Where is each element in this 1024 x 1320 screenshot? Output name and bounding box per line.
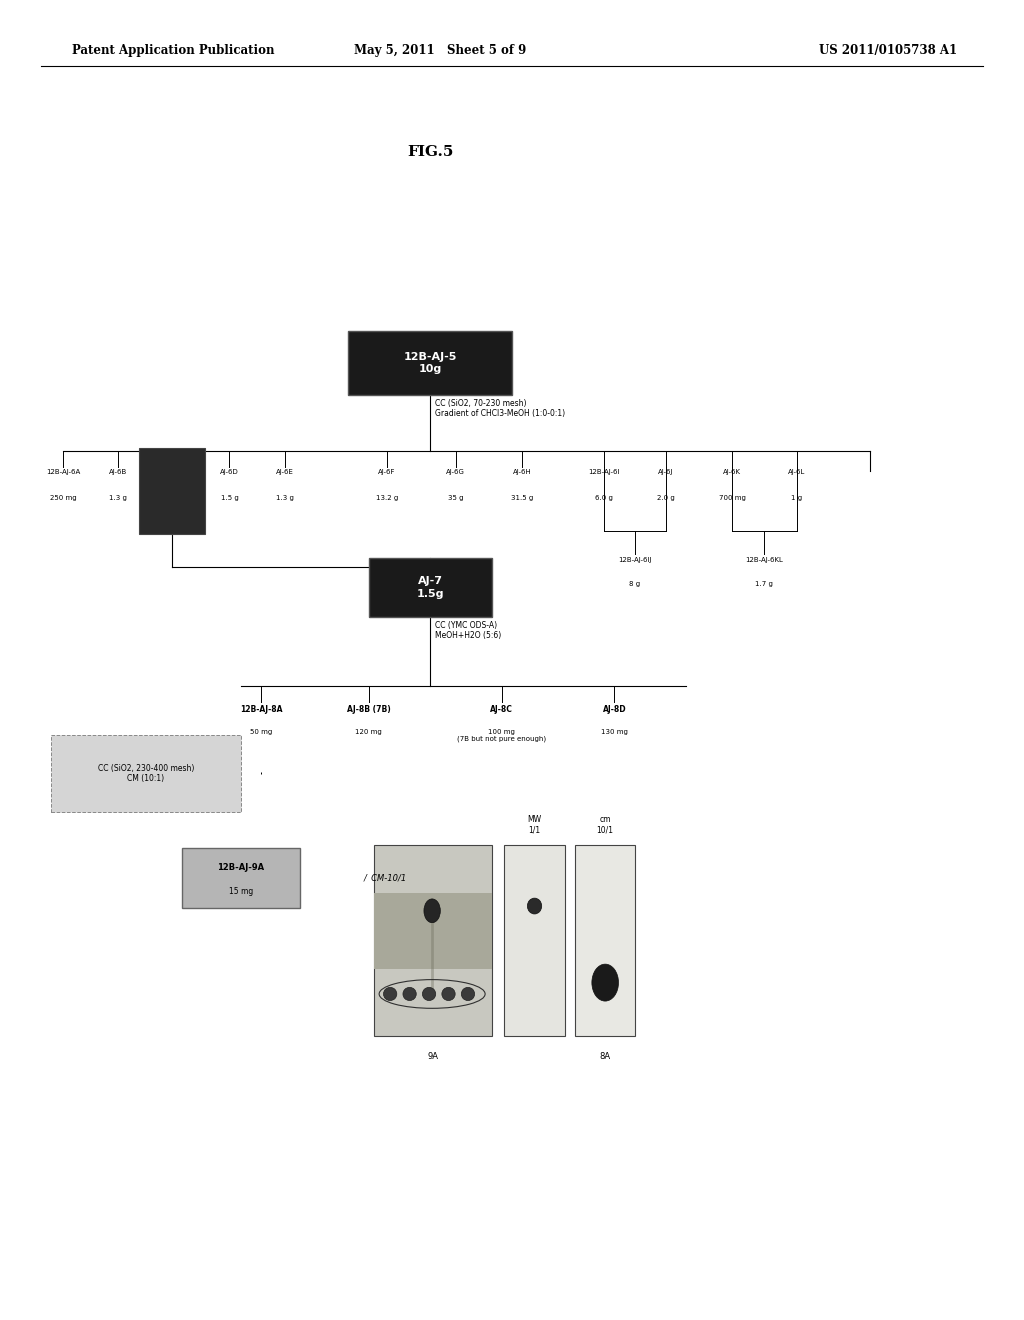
Text: 250 mg: 250 mg <box>50 495 77 502</box>
Text: AJ-6F: AJ-6F <box>378 469 396 475</box>
Text: CC (YMC ODS-A)
MeOH+H2O (5:6): CC (YMC ODS-A) MeOH+H2O (5:6) <box>435 620 502 640</box>
Text: 12B-AJ-6IJ: 12B-AJ-6IJ <box>618 557 651 564</box>
Text: AJ-6L: AJ-6L <box>788 469 805 475</box>
Text: 50 mg: 50 mg <box>250 729 272 735</box>
Text: cm
10/1: cm 10/1 <box>597 814 613 834</box>
Text: 15 mg: 15 mg <box>228 887 253 895</box>
Text: CC (SiO2, 70-230 mesh)
Gradient of CHCl3-MeOH (1:0-0:1): CC (SiO2, 70-230 mesh) Gradient of CHCl3… <box>435 399 565 418</box>
Text: 2.0 g: 2.0 g <box>656 495 675 502</box>
Text: /  CM-10/1: / CM-10/1 <box>364 874 407 882</box>
Text: AJ-7
1.5g: AJ-7 1.5g <box>417 577 443 598</box>
Ellipse shape <box>422 987 436 1001</box>
Text: 12B-AJ-8A: 12B-AJ-8A <box>240 705 283 714</box>
Ellipse shape <box>442 987 456 1001</box>
Text: AJ-6B: AJ-6B <box>109 469 127 475</box>
Text: 6.0 g: 6.0 g <box>595 495 613 502</box>
Text: US 2011/0105738 A1: US 2011/0105738 A1 <box>819 44 957 57</box>
Text: 12B-AJ-6I: 12B-AJ-6I <box>589 469 620 475</box>
Text: 8A: 8A <box>600 1052 610 1061</box>
FancyBboxPatch shape <box>374 892 492 969</box>
Text: FIG.5: FIG.5 <box>407 145 454 158</box>
FancyBboxPatch shape <box>504 845 565 1036</box>
Text: AJ-6E: AJ-6E <box>275 469 294 475</box>
Text: MW
1/1: MW 1/1 <box>527 814 542 834</box>
Text: AJ-8B (7B): AJ-8B (7B) <box>347 705 390 714</box>
Text: 12B-AJ-9A: 12B-AJ-9A <box>217 863 264 871</box>
Ellipse shape <box>461 987 475 1001</box>
Text: 35 g: 35 g <box>447 495 464 502</box>
Ellipse shape <box>424 899 440 923</box>
Text: 120 mg: 120 mg <box>355 729 382 735</box>
Text: AJ-6K: AJ-6K <box>723 469 741 475</box>
Text: 9A: 9A <box>427 1052 438 1061</box>
Ellipse shape <box>402 987 416 1001</box>
Text: Patent Application Publication: Patent Application Publication <box>72 44 274 57</box>
Text: CC (SiO2, 230-400 mesh)
CM (10:1): CC (SiO2, 230-400 mesh) CM (10:1) <box>97 764 195 783</box>
FancyBboxPatch shape <box>348 331 512 395</box>
Ellipse shape <box>592 964 618 1001</box>
FancyBboxPatch shape <box>139 447 205 533</box>
Text: 8 g: 8 g <box>630 581 640 587</box>
Text: 1.5 g: 1.5 g <box>220 495 239 502</box>
FancyBboxPatch shape <box>369 557 492 616</box>
Ellipse shape <box>383 987 397 1001</box>
FancyBboxPatch shape <box>182 849 299 908</box>
Text: 130 mg: 130 mg <box>601 729 628 735</box>
Text: 1.3 g: 1.3 g <box>275 495 294 502</box>
Text: 13.2 g: 13.2 g <box>376 495 398 502</box>
Text: 12B-AJ-6KL: 12B-AJ-6KL <box>745 557 782 564</box>
FancyBboxPatch shape <box>51 735 241 812</box>
Text: 1 g: 1 g <box>792 495 802 502</box>
FancyBboxPatch shape <box>575 845 635 1036</box>
Text: AJ-8C: AJ-8C <box>490 705 513 714</box>
Text: 1.3 g: 1.3 g <box>109 495 127 502</box>
Text: AJ-8D: AJ-8D <box>602 705 627 714</box>
Text: 700 mg: 700 mg <box>719 495 745 502</box>
Text: AJ-6J: AJ-6J <box>657 469 674 475</box>
Text: 31.5 g: 31.5 g <box>511 495 534 502</box>
Text: 1.7 g: 1.7 g <box>755 581 773 587</box>
Text: AJ-6D: AJ-6D <box>220 469 239 475</box>
Text: 100 mg
(7B but not pure enough): 100 mg (7B but not pure enough) <box>457 729 547 742</box>
Text: 12B-AJ-5
10g: 12B-AJ-5 10g <box>403 352 457 374</box>
Text: AJ-6G: AJ-6G <box>446 469 465 475</box>
Text: May 5, 2011   Sheet 5 of 9: May 5, 2011 Sheet 5 of 9 <box>354 44 526 57</box>
Text: AJ-6H: AJ-6H <box>513 469 531 475</box>
FancyBboxPatch shape <box>374 845 492 1036</box>
Text: 12B-AJ-6A: 12B-AJ-6A <box>46 469 81 475</box>
Ellipse shape <box>527 898 542 913</box>
